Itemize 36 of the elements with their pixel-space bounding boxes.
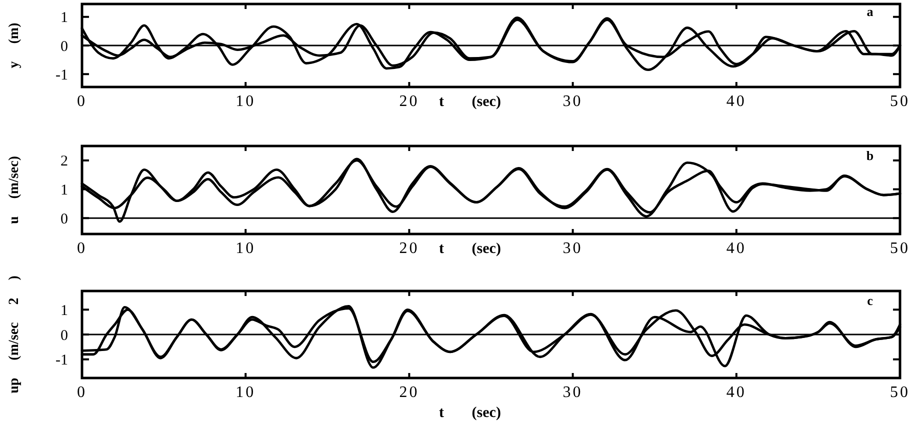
annotation: a [866, 4, 874, 19]
x-tick-label: 50 [890, 93, 910, 110]
x-tick-label: 10 [236, 384, 256, 401]
x-tick-label: 40 [726, 384, 746, 401]
x-tick-label: 10 [236, 93, 256, 110]
y-tick-label: 1 [60, 10, 68, 26]
x-axis-title: t (sec) [439, 405, 501, 421]
x-axis-title: t (sec) [439, 241, 501, 257]
y-axis-title: up (m/sec 2 ) [7, 275, 22, 394]
y-tick-label: 1 [60, 302, 68, 319]
x-tick-label: 10 [236, 240, 256, 257]
x-tick-label: 20 [399, 93, 420, 110]
x-tick-label: 30 [562, 93, 583, 110]
x-tick-label: 30 [562, 240, 583, 257]
x-tick-label: 50 [890, 240, 910, 257]
y-tick-label: 0 [60, 211, 68, 228]
x-tick-label: 50 [890, 384, 910, 401]
annotation: c [867, 293, 874, 308]
x-tick-label: 0 [77, 384, 87, 401]
x-tick-label: 20 [399, 384, 420, 401]
y-axis-title: u (m/sec) [7, 156, 22, 224]
x-tick-label: 40 [726, 240, 746, 257]
y-axis-title: y (m) [7, 22, 22, 68]
y-tick-label: 2 [60, 154, 68, 170]
x-tick-label: 30 [562, 384, 583, 401]
annotation: b [866, 148, 874, 163]
y-tick-label: 0 [60, 38, 68, 55]
y-tick-label: 1 [60, 182, 68, 199]
y-tick-label: -1 [56, 67, 68, 84]
x-tick-label: 0 [77, 240, 87, 257]
y-tick-label: 0 [60, 328, 68, 344]
y-tick-label: -1 [56, 352, 68, 369]
x-tick-label: 0 [77, 93, 87, 110]
x-tick-label: 20 [399, 240, 420, 257]
x-axis-title: t (sec) [439, 94, 501, 110]
x-tick-label: 40 [726, 93, 746, 110]
